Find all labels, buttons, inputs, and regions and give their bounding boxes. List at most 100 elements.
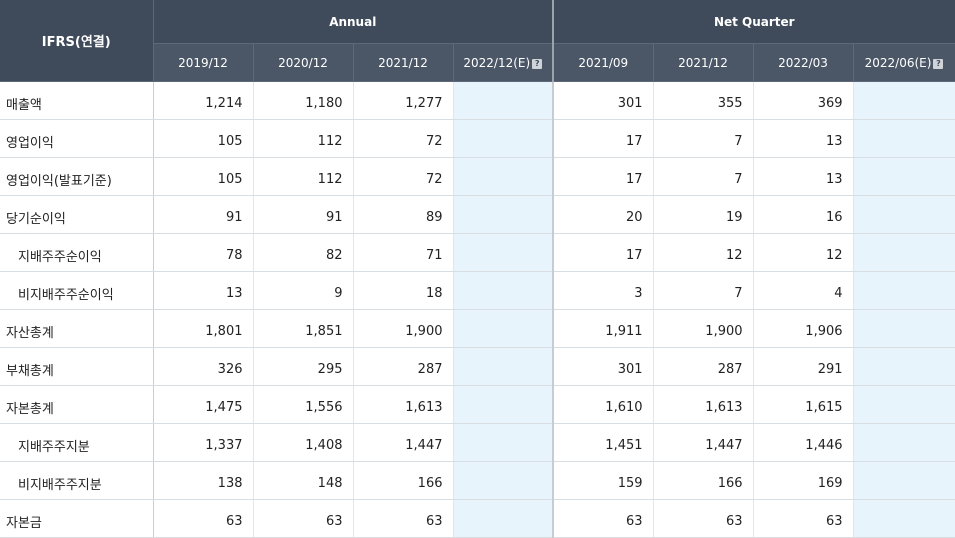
table-row: 당기순이익 91 91 89 20 19 16 — [0, 195, 955, 234]
table-row: 자본총계 1,475 1,556 1,613 1,610 1,613 1,615 — [0, 385, 955, 424]
row-label[interactable]: 매출액 — [0, 81, 154, 120]
row-label[interactable]: 비지배주주지분 — [0, 461, 154, 500]
value-cell: 1,556 — [253, 385, 354, 424]
value-cell: 16 — [753, 195, 854, 234]
value-cell: 13 — [753, 119, 854, 158]
table-row: 비지배주주순이익 13 9 18 3 7 4 — [0, 271, 955, 310]
row-label[interactable]: 영업이익(발표기준) — [0, 157, 154, 196]
value-cell: 17 — [553, 119, 654, 158]
value-cell: 3 — [553, 271, 654, 310]
value-cell — [453, 499, 555, 538]
value-cell: 78 — [153, 233, 254, 272]
table-row: 매출액 1,214 1,180 1,277 301 355 369 — [0, 81, 955, 120]
value-cell: 1,911 — [553, 309, 654, 348]
value-cell: 89 — [353, 195, 454, 234]
table-row: 지배주주지분 1,337 1,408 1,447 1,451 1,447 1,446 — [0, 423, 955, 462]
value-cell: 17 — [553, 233, 654, 272]
help-icon[interactable]: ? — [532, 58, 543, 69]
row-label[interactable]: 자본총계 — [0, 385, 154, 424]
row-label[interactable]: 비지배주주순이익 — [0, 271, 154, 310]
value-cell: 326 — [153, 347, 254, 386]
value-cell: 291 — [753, 347, 854, 386]
value-cell — [453, 271, 555, 310]
value-cell: 1,613 — [353, 385, 454, 424]
value-cell: 19 — [653, 195, 754, 234]
value-cell: 63 — [653, 499, 754, 538]
value-cell: 159 — [553, 461, 654, 500]
row-label[interactable]: 지배주주순이익 — [0, 233, 154, 272]
period-header[interactable]: 2021/12 — [653, 43, 754, 82]
value-cell: 63 — [253, 499, 354, 538]
value-cell: 295 — [253, 347, 354, 386]
table-corner-header: IFRS(연결) — [0, 0, 154, 82]
period-header-estimate[interactable]: 2022/06(E)? — [853, 43, 955, 82]
value-cell: 148 — [253, 461, 354, 500]
value-cell: 1,801 — [153, 309, 254, 348]
value-cell: 1,180 — [253, 81, 354, 120]
value-cell: 18 — [353, 271, 454, 310]
table-row: 자본금 63 63 63 63 63 63 — [0, 499, 955, 538]
value-cell: 7 — [653, 157, 754, 196]
value-cell: 13 — [753, 157, 854, 196]
table-row: 영업이익(발표기준) 105 112 72 17 7 13 — [0, 157, 955, 196]
value-cell — [853, 499, 955, 538]
value-cell: 355 — [653, 81, 754, 120]
value-cell — [853, 233, 955, 272]
annual-group-header: Annual — [153, 0, 555, 44]
period-header[interactable]: 2021/12 — [353, 43, 454, 82]
table-row: 자산총계 1,801 1,851 1,900 1,911 1,900 1,906 — [0, 309, 955, 348]
value-cell: 1,451 — [553, 423, 654, 462]
value-cell: 9 — [253, 271, 354, 310]
value-cell — [453, 195, 555, 234]
value-cell: 1,900 — [353, 309, 454, 348]
period-header-estimate[interactable]: 2022/12(E)? — [453, 43, 555, 82]
value-cell — [453, 119, 555, 158]
value-cell: 7 — [653, 119, 754, 158]
value-cell — [853, 385, 955, 424]
row-label[interactable]: 영업이익 — [0, 119, 154, 158]
value-cell: 1,277 — [353, 81, 454, 120]
value-cell — [453, 309, 555, 348]
value-cell — [853, 119, 955, 158]
help-icon[interactable]: ? — [933, 58, 944, 69]
value-cell: 301 — [553, 81, 654, 120]
period-header[interactable]: 2020/12 — [253, 43, 354, 82]
value-cell: 12 — [653, 233, 754, 272]
period-header[interactable]: 2021/09 — [553, 43, 654, 82]
value-cell — [853, 423, 955, 462]
value-cell — [453, 385, 555, 424]
value-cell: 7 — [653, 271, 754, 310]
value-cell — [853, 157, 955, 196]
period-header[interactable]: 2022/03 — [753, 43, 854, 82]
table-row: 비지배주주지분 138 148 166 159 166 169 — [0, 461, 955, 500]
value-cell: 166 — [353, 461, 454, 500]
period-header[interactable]: 2019/12 — [153, 43, 254, 82]
value-cell: 1,214 — [153, 81, 254, 120]
value-cell: 4 — [753, 271, 854, 310]
value-cell: 1,447 — [353, 423, 454, 462]
row-label[interactable]: 자본금 — [0, 499, 154, 538]
value-cell: 169 — [753, 461, 854, 500]
value-cell: 63 — [753, 499, 854, 538]
value-cell: 1,337 — [153, 423, 254, 462]
value-cell — [853, 271, 955, 310]
value-cell — [453, 423, 555, 462]
row-label[interactable]: 자산총계 — [0, 309, 154, 348]
value-cell: 1,475 — [153, 385, 254, 424]
value-cell: 1,610 — [553, 385, 654, 424]
value-cell: 1,906 — [753, 309, 854, 348]
value-cell — [453, 81, 555, 120]
value-cell: 166 — [653, 461, 754, 500]
row-label[interactable]: 부채총계 — [0, 347, 154, 386]
value-cell: 12 — [753, 233, 854, 272]
value-cell — [453, 157, 555, 196]
table-row: 부채총계 326 295 287 301 287 291 — [0, 347, 955, 386]
value-cell: 63 — [353, 499, 454, 538]
row-label[interactable]: 지배주주지분 — [0, 423, 154, 462]
value-cell: 91 — [253, 195, 354, 234]
value-cell: 63 — [153, 499, 254, 538]
value-cell: 301 — [553, 347, 654, 386]
row-label[interactable]: 당기순이익 — [0, 195, 154, 234]
value-cell: 287 — [353, 347, 454, 386]
table-body: 매출액 1,214 1,180 1,277 301 355 369 영업이익 105 112 72 1… — [0, 81, 955, 538]
